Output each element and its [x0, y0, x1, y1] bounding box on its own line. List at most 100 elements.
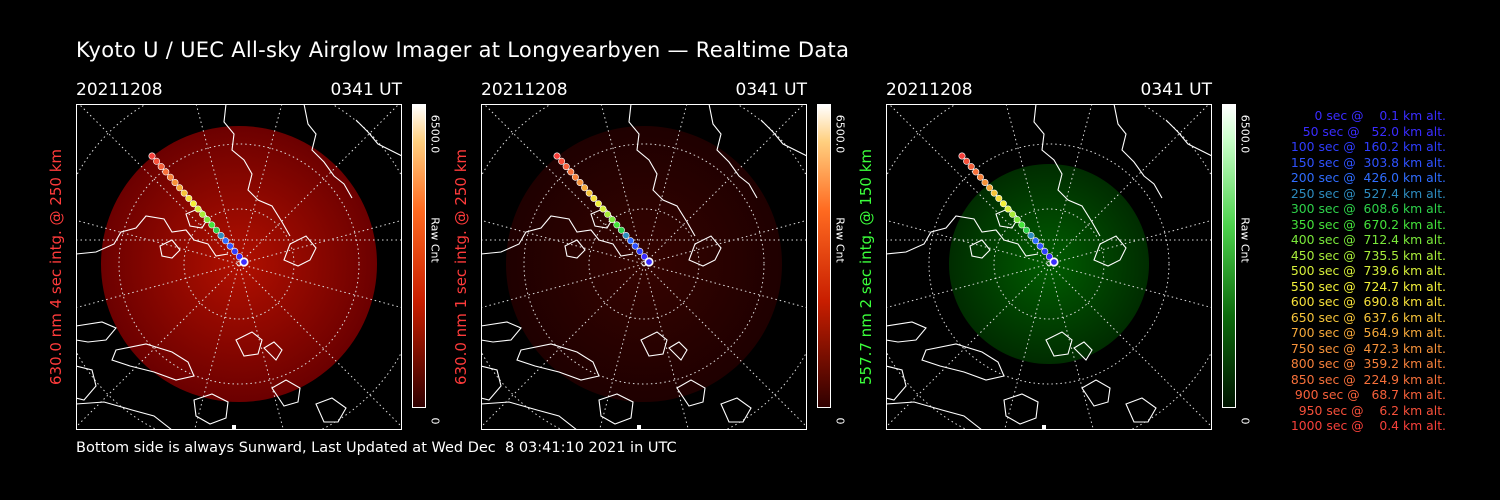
trajectory-point — [1036, 242, 1044, 250]
trajectory-start-marker — [239, 257, 249, 267]
panel-time: 0341 UT — [1140, 80, 1213, 100]
coastline — [355, 119, 402, 157]
coastline — [1113, 104, 1163, 199]
coastline — [263, 341, 283, 361]
coastline — [640, 331, 668, 357]
trajectory-point — [235, 253, 243, 261]
coastline — [676, 379, 706, 407]
coastline — [668, 341, 688, 361]
trajectory-point — [576, 179, 584, 187]
trajectory-start-marker — [1049, 257, 1059, 267]
coastline — [235, 331, 263, 357]
legend-entry: 600 sec @ 690.8 km alt. — [1286, 294, 1446, 309]
trajectory-point — [613, 221, 621, 229]
coastline — [223, 104, 291, 237]
legend-entry: 750 sec @ 472.3 km alt. — [1286, 340, 1446, 356]
trajectory-point — [153, 157, 161, 165]
trajectory-point — [599, 205, 607, 213]
legend-entry: 150 sec @ 303.8 km alt. — [1286, 154, 1446, 170]
image-panel-557nm-2s: 20211208 0341 UT 557.7 nm 2 sec intg. @ … — [857, 80, 1266, 430]
trajectory-point — [999, 200, 1007, 208]
trajectory-point — [1041, 247, 1049, 255]
trajectory-point — [976, 173, 984, 181]
coastline — [1081, 379, 1111, 407]
trajectory-point — [585, 189, 593, 197]
legend-entry: 450 sec @ 735.5 km alt. — [1286, 247, 1446, 263]
allsky-map — [886, 104, 1212, 430]
sunward-tick — [637, 425, 641, 430]
coastline — [628, 104, 696, 237]
legend-entry: 50 sec @ 52.0 km alt. — [1294, 123, 1446, 139]
legend-entry: 650 sec @ 637.6 km alt. — [1286, 309, 1446, 325]
coastline — [481, 215, 634, 257]
trajectory-point — [986, 184, 994, 192]
trajectory-point — [222, 237, 230, 245]
legend-entry: 1000 sec @ 0.4 km alt. — [1290, 418, 1446, 433]
panel-ylabel: 630.0 nm 4 sec intg. @ 250 km — [47, 148, 65, 386]
trajectory-point — [157, 163, 165, 171]
coastline — [886, 321, 927, 343]
allsky-image — [886, 104, 1212, 430]
trajectory-point — [162, 168, 170, 176]
map-frame — [886, 104, 1212, 430]
trajectory-point — [231, 247, 239, 255]
trajectory-point — [1022, 226, 1030, 234]
sunward-tick — [232, 425, 236, 430]
colorbar-min-label: 0 — [428, 417, 442, 425]
grid-meridian — [76, 104, 400, 428]
colorbar — [817, 104, 831, 408]
trajectory-point — [604, 210, 612, 218]
grid-circle — [118, 143, 360, 385]
coastline — [76, 401, 173, 430]
coastline — [481, 321, 522, 343]
trajectory-point — [194, 205, 202, 213]
trajectory-point — [645, 258, 653, 266]
trajectory-point — [1032, 237, 1040, 245]
trajectory-point — [203, 216, 211, 224]
trajectory-point — [1009, 210, 1017, 218]
colorbar-min-label: 0 — [833, 417, 847, 425]
coastline — [1165, 119, 1212, 157]
trajectory-point — [1045, 253, 1053, 261]
footer-status: Bottom side is always Sunward, Last Upda… — [76, 440, 677, 456]
panel-date: 20211208 — [76, 80, 163, 100]
legend-entry: 500 sec @ 739.6 km alt. — [1286, 263, 1446, 278]
legend-entry: 950 sec @ 6.2 km alt. — [1294, 402, 1446, 418]
trajectory-point — [967, 163, 975, 171]
trajectory-point — [558, 157, 566, 165]
trajectory-point — [627, 237, 635, 245]
trajectory-point — [617, 226, 625, 234]
trajectory-point — [958, 152, 966, 160]
coastline — [516, 343, 600, 381]
grid-circle — [928, 143, 1170, 385]
coastline — [1125, 397, 1157, 423]
coastline — [1073, 341, 1093, 361]
legend-entry: 300 sec @ 608.6 km alt. — [1286, 201, 1446, 216]
colorbar — [412, 104, 426, 408]
trajectory-point — [590, 194, 598, 202]
grid-meridian — [888, 104, 1212, 428]
grid-circle — [523, 143, 765, 385]
trajectory-point — [631, 242, 639, 250]
coastline — [886, 401, 983, 430]
colorbar-max-label: 6500.0 — [428, 114, 442, 154]
trajectory-point — [212, 226, 220, 234]
colorbar-max-label: 6500.0 — [833, 114, 847, 154]
legend-entry: 850 sec @ 224.9 km alt. — [1286, 371, 1446, 387]
legend-entry: 350 sec @ 670.2 km alt. — [1286, 216, 1446, 232]
trajectory-point — [171, 179, 179, 187]
trajectory-point — [594, 200, 602, 208]
coastline — [1003, 393, 1039, 425]
coastline — [159, 239, 181, 259]
coastline — [598, 393, 634, 425]
trajectory-point — [166, 173, 174, 181]
allsky-map — [481, 104, 807, 430]
panel-time: 0341 UT — [735, 80, 808, 100]
airglow-disk — [949, 164, 1149, 364]
trajectory-point — [567, 168, 575, 176]
trajectory-point — [1018, 221, 1026, 229]
trajectory-point — [972, 168, 980, 176]
coastline — [315, 397, 347, 423]
colorbar — [1222, 104, 1236, 408]
grid-meridian — [481, 104, 805, 428]
